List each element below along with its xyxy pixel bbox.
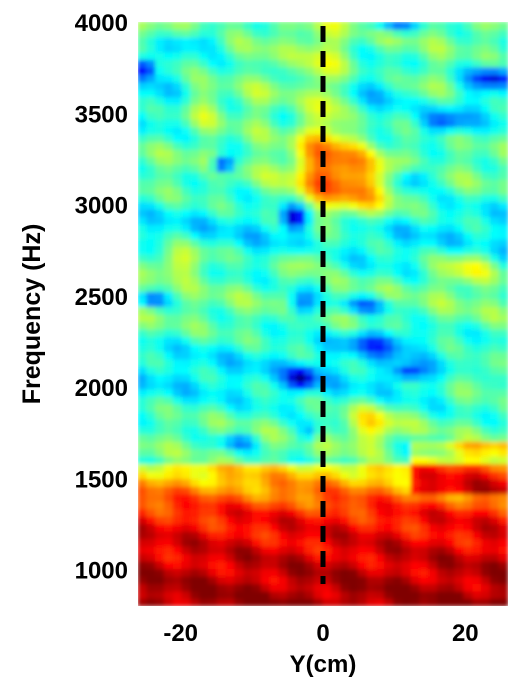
x-tick-label: 0: [316, 620, 329, 647]
y-tick-label: 4000: [75, 10, 128, 37]
x-tick-label: 20: [452, 620, 479, 647]
y-axis-label: Frequency (Hz): [18, 224, 46, 405]
y-tick-label: 1000: [75, 558, 128, 585]
x-tick-label: -20: [163, 620, 198, 647]
y-tick-label: 1500: [75, 466, 128, 493]
y-tick-label: 2500: [75, 284, 128, 311]
heatmap-field: [138, 22, 508, 606]
y-tick-label: 3000: [75, 193, 128, 220]
y-axis: 1000 1500 2000 2500 3000 3500 4000: [75, 10, 128, 585]
y-tick-label: 2000: [75, 375, 128, 402]
x-axis-label: Y(cm): [290, 651, 357, 678]
y-tick-label: 3500: [75, 101, 128, 128]
x-axis: -20 0 20: [163, 620, 478, 647]
